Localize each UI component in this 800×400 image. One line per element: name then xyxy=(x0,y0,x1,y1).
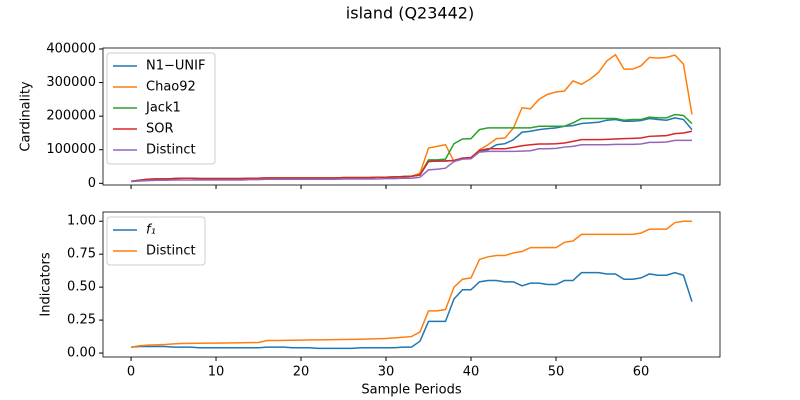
x-tick-label: 0 xyxy=(127,365,135,380)
legend-label: Chao92 xyxy=(146,80,196,95)
x-tick-label: 50 xyxy=(548,365,565,380)
plot-area xyxy=(130,53,693,183)
plot-area xyxy=(130,220,693,350)
y-tick-label: 100000 xyxy=(46,142,96,157)
legend-label: SOR xyxy=(146,122,174,137)
y-tick-label: 400000 xyxy=(46,42,96,57)
axes-frame xyxy=(102,47,721,186)
y-axis-label: Indicators xyxy=(39,252,54,316)
series-line xyxy=(130,220,692,348)
axes-frame xyxy=(102,211,721,358)
legend-frame xyxy=(106,216,206,266)
y-tick-label: 0 xyxy=(88,176,96,191)
legend-label: Distinct xyxy=(146,143,196,158)
legend-label: Distinct xyxy=(146,244,196,259)
series-line xyxy=(130,271,693,350)
series-line xyxy=(130,139,692,183)
legend-label: Jack1 xyxy=(145,101,181,116)
legend: N1−UNIF Chao92 Jack1 SOR Distinct xyxy=(106,52,216,165)
x-tick-label: 40 xyxy=(463,365,480,380)
y-tick-label: 0.25 xyxy=(67,313,96,328)
x-tick-label: 10 xyxy=(208,365,225,380)
x-tick-label: 60 xyxy=(633,365,650,380)
y-tick-label: 0.00 xyxy=(67,346,96,361)
x-tick-label: 30 xyxy=(378,365,395,380)
x-tick-label: 20 xyxy=(293,365,310,380)
y-tick-label: 0.75 xyxy=(67,247,96,262)
legend-label: f₁ xyxy=(146,223,156,238)
y-tick-label: 300000 xyxy=(46,75,96,90)
y-tick-label: 200000 xyxy=(46,109,96,124)
x-axis-label: Sample Periods xyxy=(361,383,461,398)
legend-frame xyxy=(106,52,216,165)
series-line xyxy=(130,130,693,183)
legend-label: N1−UNIF xyxy=(146,59,205,74)
y-tick-label: 0.50 xyxy=(67,280,96,295)
y-axis-label: Cardinality xyxy=(19,81,34,152)
y-tick-label: 1.00 xyxy=(67,214,96,229)
figure-title: island (Q23442) xyxy=(346,4,474,23)
legend: f₁ Distinct xyxy=(106,216,206,266)
